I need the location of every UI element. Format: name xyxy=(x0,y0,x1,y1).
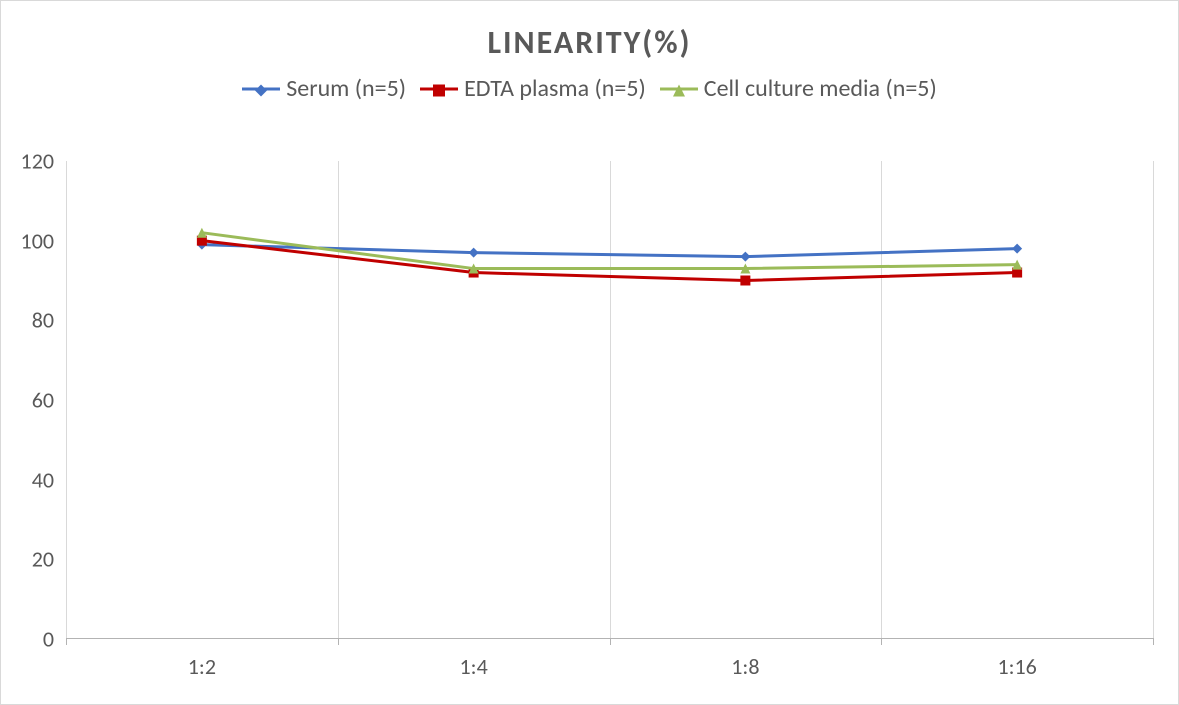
legend-swatch xyxy=(660,80,698,98)
gridline xyxy=(1153,161,1154,639)
diamond-marker-icon xyxy=(255,74,267,103)
x-tick-label: 1:2 xyxy=(188,639,216,680)
data-marker xyxy=(740,252,750,262)
y-tick-label: 100 xyxy=(6,227,66,254)
chart-container: LINEARITY(%) Serum (n=5) EDTA plasma (n=5… xyxy=(0,0,1179,705)
data-marker xyxy=(469,248,479,258)
legend-item: Cell culture media (n=5) xyxy=(660,74,937,103)
legend-label: Serum (n=5) xyxy=(286,74,406,103)
legend-swatch xyxy=(420,80,458,98)
legend-item: EDTA plasma (n=5) xyxy=(420,74,646,103)
series-layer xyxy=(66,161,1153,639)
chart-title: LINEARITY(%) xyxy=(1,1,1178,74)
plot-area: 0204060801001201:21:41:81:16 xyxy=(66,161,1153,639)
x-tick-label: 1:4 xyxy=(460,639,488,680)
y-tick-label: 80 xyxy=(6,307,66,334)
square-marker-icon xyxy=(433,74,445,103)
y-tick-label: 120 xyxy=(6,148,66,175)
y-tick-label: 20 xyxy=(6,546,66,573)
legend-label: EDTA plasma (n=5) xyxy=(464,74,646,103)
data-marker xyxy=(1012,244,1022,254)
y-tick-label: 60 xyxy=(6,387,66,414)
legend-swatch xyxy=(242,80,280,98)
data-marker xyxy=(740,276,750,286)
x-tick-label: 1:16 xyxy=(997,639,1036,680)
legend: Serum (n=5) EDTA plasma (n=5) Cell culture… xyxy=(1,74,1178,121)
y-tick-label: 40 xyxy=(6,466,66,493)
series-line xyxy=(202,233,1017,269)
series-line xyxy=(202,241,1017,281)
x-tick-label: 1:8 xyxy=(731,639,759,680)
y-tick-label: 0 xyxy=(6,626,66,653)
triangle-marker-icon xyxy=(673,74,685,103)
legend-label: Cell culture media (n=5) xyxy=(704,74,937,103)
legend-item: Serum (n=5) xyxy=(242,74,406,103)
